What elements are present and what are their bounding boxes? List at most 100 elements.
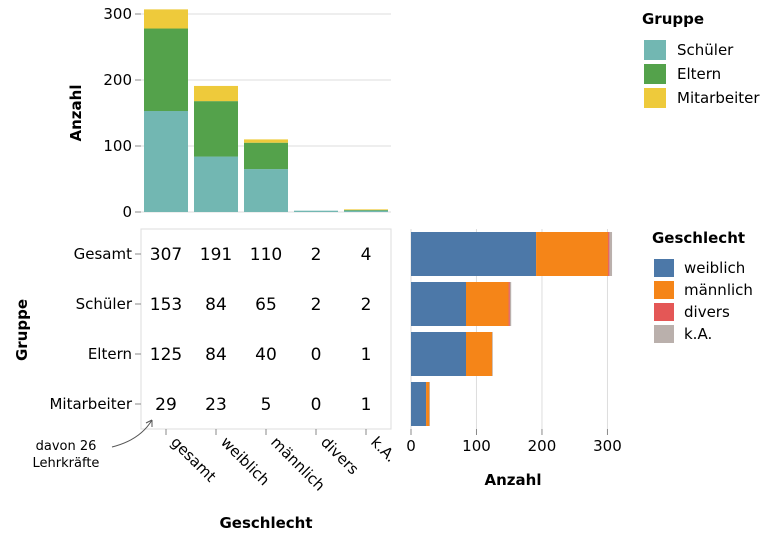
legend-geschlecht-label-divers: divers — [684, 303, 730, 321]
hbar-sch-ler-m-nnlich — [466, 282, 509, 326]
right-x-tick-label-200: 200 — [528, 437, 557, 455]
table-cell-mitarbeiter-gesamt: 29 — [155, 395, 177, 415]
table-cell-gesamt-m-nnlich: 110 — [250, 245, 282, 265]
bar-divers-sch-ler — [294, 210, 338, 212]
hbar-mitarbeiter-k-a- — [429, 382, 430, 426]
table-cell-gesamt-weiblich: 191 — [200, 245, 232, 265]
top-y-tick-label-200: 200 — [103, 71, 132, 89]
table-cell-eltern-m-nnlich: 40 — [255, 345, 277, 365]
top-y-tick-label-300: 300 — [103, 5, 132, 23]
table-row-label-mitarbeiter: Mitarbeiter — [49, 395, 132, 413]
right-chart-bars — [411, 232, 613, 426]
top-y-tick-label-0: 0 — [122, 203, 132, 221]
bar-weiblich-sch-ler — [194, 156, 238, 212]
annotation-lehrkraefte: davon 26 Lehrkräfte — [33, 419, 153, 471]
count-table: 307 191 110 2 4 153 84 65 2 2 125 84 40 0 1 29 23 5 0 1 Ges… — [13, 228, 400, 532]
annotation-arrow — [111, 419, 153, 448]
legend-gruppe-swatch-mitarbeiter — [644, 88, 666, 108]
right-x-tick-label-0: 0 — [406, 437, 416, 455]
table-cell-mitarbeiter-k-a-: 1 — [361, 395, 372, 415]
legend-geschlecht-swatch-divers — [654, 303, 674, 321]
count-table-cells: 307 191 110 2 4 153 84 65 2 2 125 84 40 0 1 29 23 5 0 1 — [150, 245, 372, 415]
table-cell-sch-ler-m-nnlich: 65 — [255, 295, 277, 315]
bar-gesamt-sch-ler — [144, 111, 188, 212]
table-cell-gesamt-gesamt: 307 — [150, 245, 182, 265]
right-chart-x-axis: 0 100 200 300 — [406, 429, 622, 455]
bar-k-a--eltern — [344, 210, 388, 211]
hbar-gesamt-divers — [608, 232, 610, 276]
hbar-gesamt-weiblich — [411, 232, 537, 276]
table-cell-sch-ler-gesamt: 153 — [150, 295, 182, 315]
table-col-label-divers: divers — [317, 433, 362, 478]
legend-gruppe: Gruppe Schüler Eltern Mitarbeiter — [642, 10, 760, 108]
bar-weiblich-mitarbeiter — [194, 85, 238, 102]
bar-k-a--mitarbeiter — [344, 209, 388, 211]
bar-m-nnlich-sch-ler — [244, 169, 288, 212]
right-horizontal-stacked-bar-chart: 0 100 200 300 Anzahl — [406, 229, 622, 489]
table-cell-eltern-divers: 0 — [311, 345, 322, 365]
hbar-eltern-m-nnlich — [466, 332, 493, 376]
top-y-tick-label-100: 100 — [103, 137, 132, 155]
table-cell-gesamt-divers: 2 — [311, 245, 322, 265]
legend-geschlecht-title: Geschlecht — [652, 229, 745, 247]
table-cell-gesamt-k-a-: 4 — [361, 245, 372, 265]
legend-gruppe-title: Gruppe — [642, 10, 704, 28]
legend-geschlecht-swatch-weiblich — [654, 259, 674, 277]
annotation-line-2: Lehrkräfte — [33, 456, 100, 471]
top-chart-bars — [144, 9, 388, 212]
table-col-label-k-a-: k.A. — [367, 433, 400, 466]
table-cell-eltern-weiblich: 84 — [205, 345, 227, 365]
legend-geschlecht-label-m-nnlich: männlich — [684, 281, 753, 299]
table-cell-eltern-k-a-: 1 — [361, 345, 372, 365]
table-cell-mitarbeiter-divers: 0 — [311, 395, 322, 415]
hbar-sch-ler-divers — [508, 282, 510, 326]
hbar-mitarbeiter-weiblich — [411, 382, 427, 426]
hbar-sch-ler-k-a- — [509, 282, 512, 326]
bar-gesamt-eltern — [144, 28, 188, 112]
table-row-label-sch-ler: Schüler — [76, 295, 133, 313]
table-cell-eltern-gesamt: 125 — [150, 345, 182, 365]
bar-m-nnlich-eltern — [244, 142, 288, 170]
hbar-mitarbeiter-m-nnlich — [426, 382, 430, 426]
annotation-line-1: davon 26 — [36, 439, 97, 454]
legend-geschlecht: Geschlecht weiblich männlich divers k.A. — [652, 229, 753, 343]
annotation-arrowhead — [145, 419, 153, 427]
right-chart-x-axis-title: Anzahl — [485, 471, 542, 489]
table-col-label-weiblich: weiblich — [217, 433, 273, 489]
table-cell-sch-ler-k-a-: 2 — [361, 295, 372, 315]
bar-k-a--sch-ler — [344, 210, 388, 212]
legend-gruppe-label-sch-ler: Schüler — [677, 41, 734, 59]
count-table-row-labels: Gesamt Schüler Eltern Mitarbeiter — [49, 245, 141, 413]
table-row-label-gesamt: Gesamt — [74, 245, 132, 263]
legend-gruppe-label-eltern: Eltern — [677, 65, 721, 83]
hbar-gesamt-m-nnlich — [536, 232, 609, 276]
table-cell-sch-ler-weiblich: 84 — [205, 295, 227, 315]
top-stacked-bar-chart: 0 100 200 300 Anzahl — [67, 5, 391, 221]
top-chart-y-axis: 0 100 200 300 — [103, 5, 141, 221]
legend-gruppe-swatch-eltern — [644, 64, 666, 84]
hbar-sch-ler-weiblich — [411, 282, 467, 326]
legend-geschlecht-swatch-k-a- — [654, 325, 674, 343]
table-row-label-eltern: Eltern — [88, 345, 132, 363]
right-x-tick-label-100: 100 — [462, 437, 491, 455]
bar-gesamt-mitarbeiter — [144, 9, 188, 29]
count-table-y-axis-title: Gruppe — [13, 299, 31, 361]
legend-geschlecht-label-weiblich: weiblich — [684, 259, 745, 277]
bar-m-nnlich-mitarbeiter — [244, 139, 288, 143]
table-cell-sch-ler-divers: 2 — [311, 295, 322, 315]
hbar-eltern-weiblich — [411, 332, 467, 376]
legend-gruppe-swatch-sch-ler — [644, 40, 666, 60]
right-x-tick-label-300: 300 — [593, 437, 622, 455]
legend-geschlecht-swatch-m-nnlich — [654, 281, 674, 299]
table-cell-mitarbeiter-weiblich: 23 — [205, 395, 227, 415]
legend-gruppe-label-mitarbeiter: Mitarbeiter — [677, 89, 760, 107]
hbar-eltern-k-a- — [492, 332, 493, 376]
count-table-x-axis-title: Geschlecht — [219, 514, 312, 532]
table-cell-mitarbeiter-m-nnlich: 5 — [261, 395, 272, 415]
table-col-label-gesamt: gesamt — [167, 433, 220, 486]
legend-geschlecht-label-k-a-: k.A. — [684, 325, 712, 343]
bar-weiblich-eltern — [194, 101, 238, 157]
top-chart-y-axis-title: Anzahl — [67, 85, 85, 142]
